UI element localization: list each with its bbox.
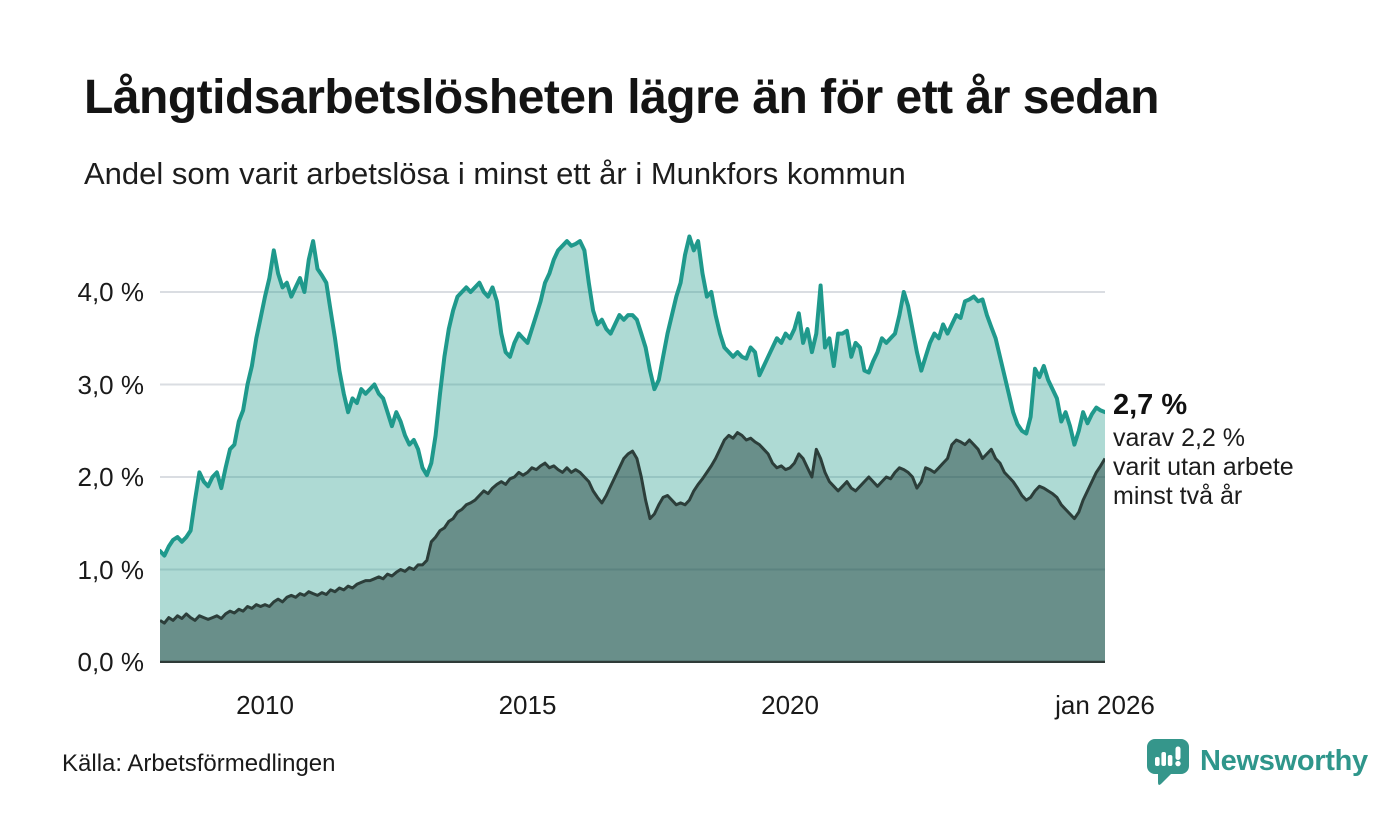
exclamation-bar [1175, 746, 1181, 760]
annotation-line-1: varav 2,2 % [1113, 424, 1246, 452]
bar-1 [1155, 757, 1160, 766]
x-axis-label: 2015 [498, 690, 557, 720]
x-axis: 2010 2015 2020 jan 2026 [160, 690, 1260, 730]
x-axis-label: jan 2026 [1055, 690, 1155, 720]
annotation-line-3: minst två år [1113, 482, 1243, 510]
brand-wordmark: Newsworthy [1200, 745, 1368, 777]
two-year-area [160, 432, 1105, 662]
y-axis-label: 0,0 % [77, 647, 145, 677]
end-value-annotation: 2,7 % varav 2,2 % varit utan arbete mins… [1113, 391, 1363, 511]
total-line [160, 234, 1105, 558]
y-axis: 0,0 % 1,0 % 2,0 % 3,0 % 4,0 % [40, 225, 152, 677]
two-year-line [160, 431, 1105, 625]
annotation-total-value: 2,7 % [1113, 389, 1188, 421]
brand-logo: Newsworthy [1146, 738, 1368, 790]
bar-3 [1167, 755, 1173, 766]
y-axis-label: 2,0 % [77, 462, 145, 492]
y-axis-label: 3,0 % [77, 369, 145, 400]
source-note: Källa: Arbetsförmedlingen [62, 750, 336, 777]
y-axis-label: 4,0 % [77, 277, 145, 307]
page-title: Långtidsarbetslösheten lägre än för ett … [84, 71, 1159, 124]
y-axis-label: 1,0 % [77, 554, 145, 585]
chart-area [160, 225, 1105, 663]
page-subtitle: Andel som varit arbetslösa i minst ett å… [84, 156, 906, 191]
newsworthy-speech-bubble-icon [1147, 739, 1189, 785]
bar-2 [1161, 752, 1166, 766]
total-area [160, 236, 1105, 662]
x-axis-label: 2020 [761, 690, 819, 720]
chart-svg [160, 234, 1105, 663]
exclamation-dot [1175, 760, 1181, 767]
x-axis-label: 2010 [236, 690, 294, 720]
annotation-line-2: varit utan arbete [1113, 453, 1294, 481]
